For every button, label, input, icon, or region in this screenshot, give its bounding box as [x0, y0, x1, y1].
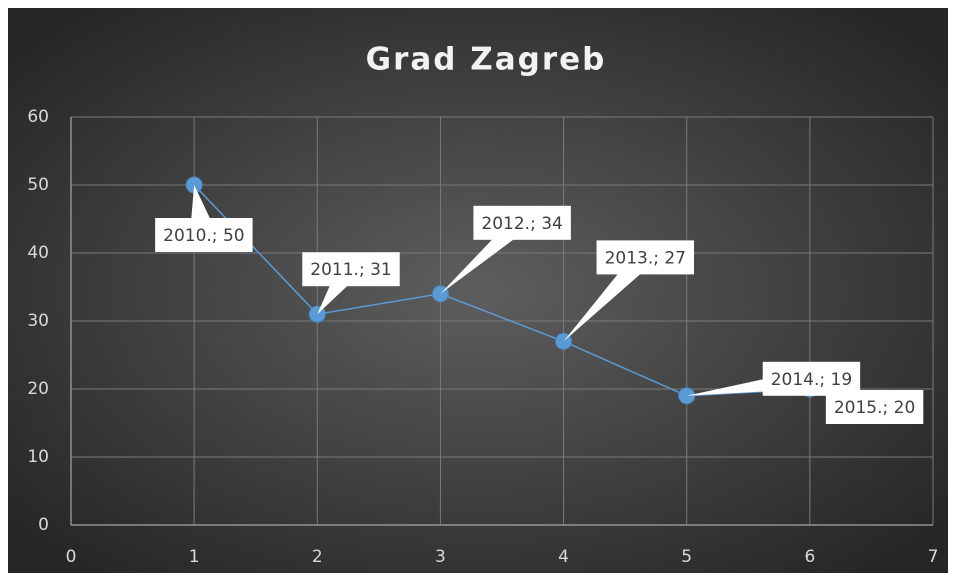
data-label-text: 2010.; 50: [163, 226, 244, 246]
data-label: [809, 389, 924, 424]
callout-box: [825, 390, 924, 424]
x-tick-label: 7: [928, 547, 939, 567]
y-tick-label: 50: [27, 175, 49, 195]
data-label-text: 2011.; 31: [310, 260, 391, 280]
callout-box: [302, 252, 400, 287]
data-label: [686, 361, 861, 396]
callout-pointer: [563, 257, 660, 342]
y-tick-label: 60: [27, 107, 49, 127]
chart-title: Grad Zagreb: [366, 42, 607, 78]
x-tick-label: 6: [804, 547, 815, 567]
y-tick-label: 40: [27, 243, 49, 263]
y-tick-label: 20: [27, 379, 49, 399]
x-tick-label: 3: [435, 547, 446, 567]
series-line: [193, 184, 810, 397]
data-label: [302, 252, 400, 315]
x-tick-label: 2: [312, 547, 323, 567]
chart-background: [8, 8, 948, 573]
y-tick-label: 10: [27, 447, 49, 467]
x-tick-label: 1: [189, 547, 200, 567]
data-label-text: 2013.; 27: [605, 248, 686, 268]
data-label-text: 2014.; 19: [771, 370, 852, 390]
data-label: [563, 240, 695, 342]
x-tick-label: 5: [681, 547, 692, 567]
data-label: [155, 185, 253, 252]
data-label-text: 2012.; 34: [481, 214, 562, 234]
x-tick-label: 0: [66, 547, 77, 567]
y-tick-label: 0: [38, 515, 49, 535]
y-tick-label: 30: [27, 311, 49, 331]
callout-box: [596, 240, 695, 275]
x-tick-label: 4: [558, 547, 569, 567]
data-label: [440, 205, 571, 294]
data-label-text: 2015.; 20: [834, 398, 915, 418]
callout-box: [473, 205, 571, 240]
callout-box: [155, 218, 253, 252]
callout-pointer: [440, 222, 537, 294]
